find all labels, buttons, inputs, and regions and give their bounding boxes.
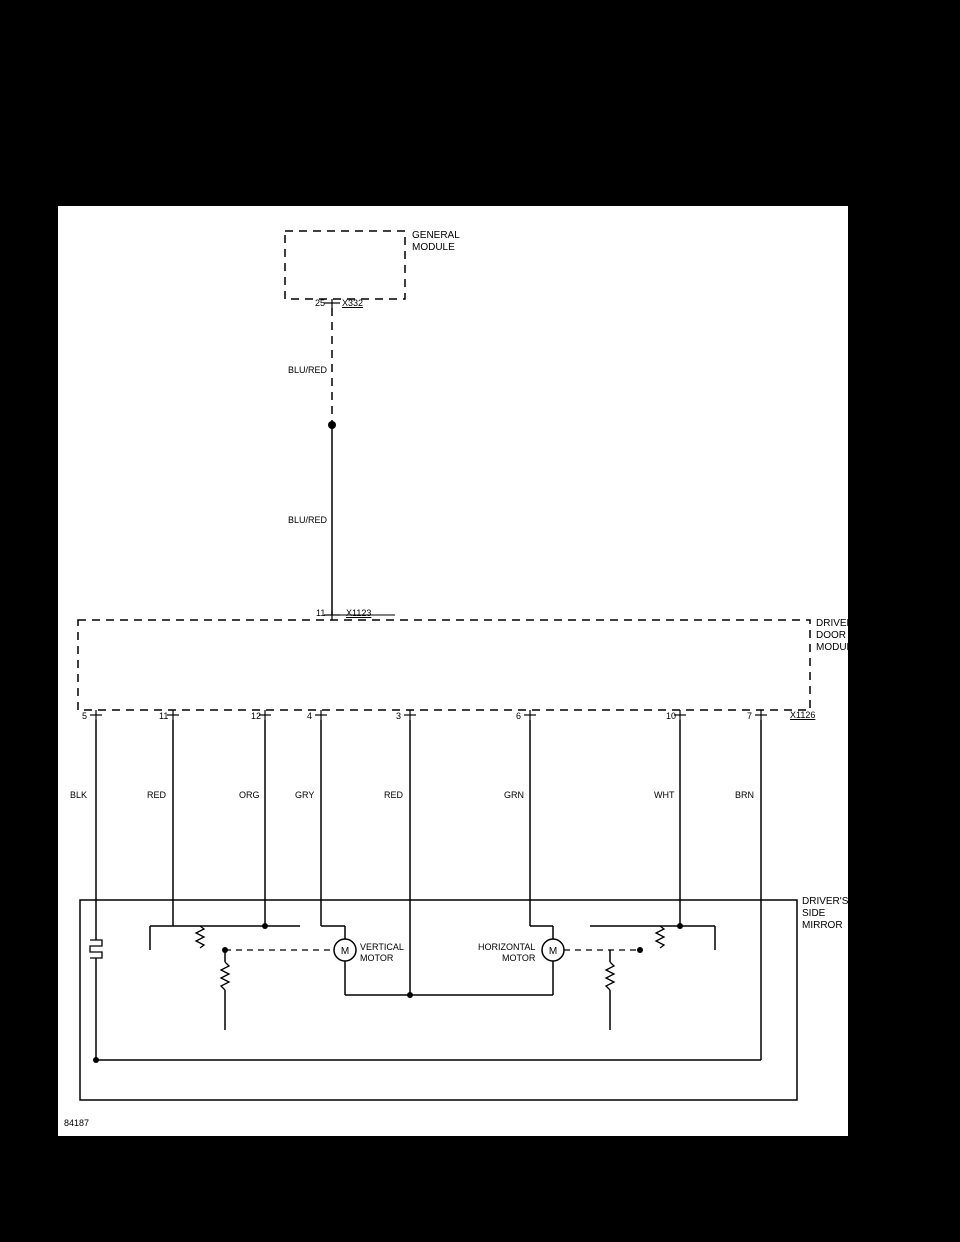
- footer-id: 84187: [64, 1118, 89, 1128]
- pin-label-12: 12: [251, 711, 261, 721]
- gm-connector: X332: [342, 298, 363, 308]
- watermark: carmanualsonline.info: [607, 1200, 900, 1232]
- wire-color-wht: WHT: [654, 790, 675, 800]
- mirror-label: DRIVER'S SIDE MIRROR: [802, 896, 848, 932]
- ddm-bottom-connector: X1126: [790, 710, 815, 720]
- wire-color-blk: BLK: [70, 790, 87, 800]
- wire-label-blured-1: BLU/RED: [288, 365, 327, 375]
- pin-label-3: 3: [396, 711, 401, 721]
- pin-label-11: 11: [159, 711, 168, 721]
- wire-color-red: RED: [147, 790, 166, 800]
- ddm-label: DRIVER'S DOOR MODULE: [816, 618, 862, 654]
- pin-label-7: 7: [747, 711, 752, 721]
- wire-label-blured-2: BLU/RED: [288, 515, 327, 525]
- wire-color-org: ORG: [239, 790, 260, 800]
- svg-text:M: M: [341, 946, 349, 957]
- pin-label-5: 5: [82, 711, 87, 721]
- pin-label-10: 10: [666, 711, 676, 721]
- wire-color-gry: GRY: [295, 790, 314, 800]
- ddm-top-connector: X1123: [346, 608, 371, 618]
- pin-label-6: 6: [516, 711, 521, 721]
- vertical-motor-label: VERTICAL MOTOR: [360, 942, 404, 964]
- wire-color-grn: GRN: [504, 790, 524, 800]
- svg-text:M: M: [549, 946, 557, 957]
- horizontal-motor-label: HORIZONTAL MOTOR: [478, 942, 535, 964]
- ddm-top-pin: 11: [316, 608, 325, 618]
- gm-pin-number: 25: [315, 298, 325, 308]
- pin-label-4: 4: [307, 711, 312, 721]
- general-module-label: GENERAL MODULE: [412, 230, 460, 254]
- wire-color-red: RED: [384, 790, 403, 800]
- wire-color-brn: BRN: [735, 790, 754, 800]
